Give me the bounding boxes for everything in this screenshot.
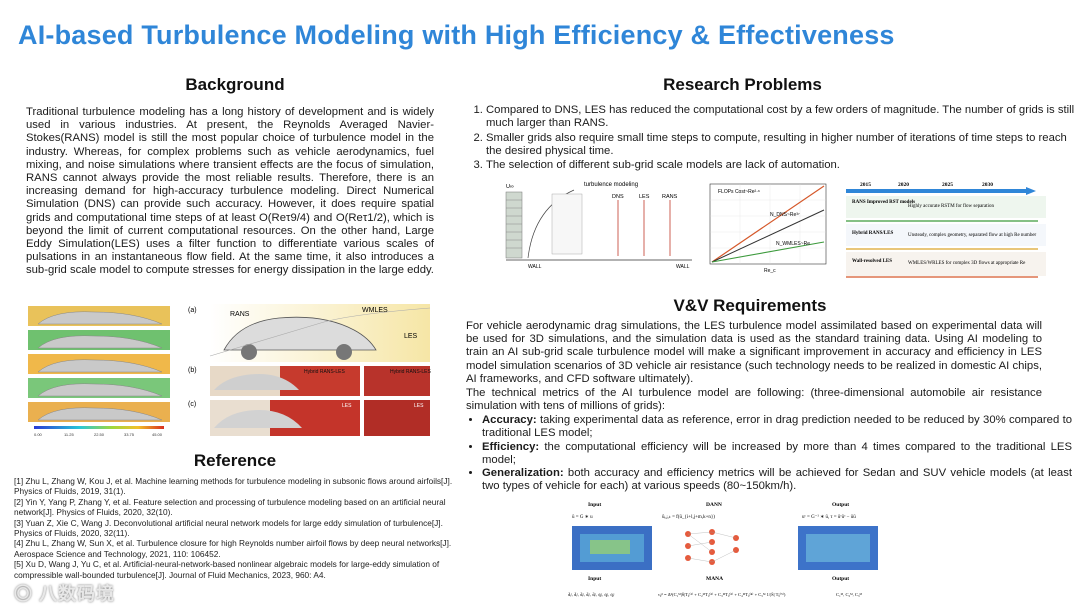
timeline-row-desc: Unsteady, complex geometry, separated fl… <box>908 233 1037 238</box>
year-label: 2015 <box>860 182 871 188</box>
dns-label: DNS <box>612 194 624 200</box>
reference-item: [2] Yin Y, Yang P, Zhang Y, et al. Featu… <box>14 496 446 518</box>
metric-item: Generalization: both accuracy and effici… <box>482 467 1072 494</box>
rans-label: RANS <box>230 311 250 318</box>
panel-c: (c) LES LES <box>188 400 430 436</box>
rans-label: RANS <box>662 194 678 200</box>
year-label: 2020 <box>898 182 909 188</box>
colorbar-tick: 22.50 <box>94 432 105 437</box>
x-axis-label: Re_c <box>764 268 776 274</box>
turbulence-model-timeline: 2015 2020 2025 2030 RANS Improved RST mo… <box>838 178 1060 280</box>
vv-intro-2: The technical metrics of the AI turbulen… <box>466 387 1042 413</box>
colorbar-tick: 45.00 <box>152 432 163 437</box>
vv-heading: V&V Requirements <box>673 296 827 315</box>
wall-left-label: WALL <box>528 264 542 270</box>
cost-growth-chart: FLOPs Cost~Re²·⁶ N_DNS~Re³⁷ N_WMLES~Re R… <box>700 180 830 274</box>
camera-icon: ◎ <box>14 584 33 604</box>
u-infinity-label: U∞ <box>506 184 514 190</box>
panel-a-label: (a) <box>188 307 197 314</box>
hybrid-label-2: Hybrid RANS-LES <box>390 369 432 375</box>
mana-output-equation: C₁ᴹ, C₂ᴹ, C₃ᴹ <box>836 592 863 598</box>
dann-equation: ûᵢ,ⱼ,ₖ = f(ū_{i+l,j+m,k+n}) <box>662 515 715 520</box>
output-label-2: Output <box>832 576 849 582</box>
les-label-c: LES <box>342 403 352 409</box>
reference-item: [3] Yuan Z, Xie C, Wang J. Deconvolution… <box>14 517 443 539</box>
panel-b-label: (b) <box>188 367 197 374</box>
research-item: The selection of different sub-grid scal… <box>486 159 1076 172</box>
n-dns-label: N_DNS~Re³⁷ <box>770 212 800 218</box>
n-wmles-label: N_WMLES~Re <box>776 241 810 247</box>
timeline-row-label: Wall-resolved LES <box>852 259 892 264</box>
input-equation: ū = G ∗ u <box>572 514 593 520</box>
mana-equation: τᵢⱼᵈ = Δ²(C₁ᴹ|S̄|Tᵢⱼ⁽¹⁾ + C₂ᴹTᵢⱼ⁽²⁾ + C₃… <box>658 592 786 597</box>
vv-metrics-list: Accuracy: taking experimental data as re… <box>466 414 1072 494</box>
metric-item: Efficiency: the computational efficiency… <box>482 441 1072 468</box>
logo-watermark: ◎ 八数码境 <box>14 584 116 604</box>
panel-a: (a) RANS WMLES LES <box>188 304 431 362</box>
timeline-row-label: Hybrid RANS/LES <box>852 231 893 236</box>
timeline-row-desc: WMLES/WRLES for complex 3D flows at appr… <box>908 261 1026 266</box>
metric-item: Accuracy: taking experimental data as re… <box>482 414 1072 441</box>
output-equation: uᶜ = G⁻¹ ∗ ū, τ = ūᶜūᶜ − ūū <box>802 514 856 520</box>
neural-network-figure: Input DANN Output ū = G ∗ u ûᵢ,ⱼ,ₖ = f(ū… <box>566 498 914 606</box>
colorbar-tick: 0.00 <box>34 432 43 437</box>
wall-right-label: WALL <box>676 264 690 270</box>
flops-label: FLOPs Cost~Re²·⁶ <box>718 189 760 195</box>
hybrid-label: Hybrid RANS-LES <box>304 369 346 375</box>
dann-label: DANN <box>706 502 722 508</box>
colorbar-tick: 33.75 <box>124 432 135 437</box>
mana-label: MANA <box>706 576 723 582</box>
research-item: Compared to DNS, LES has reduced the com… <box>486 104 1076 131</box>
research-problems-list: Compared to DNS, LES has reduced the com… <box>466 104 1076 173</box>
reference-item: [4] Zhu L, Zhang W, Sun X, et al. Turbul… <box>14 538 452 559</box>
page-title: AI-based Turbulence Modeling with High E… <box>18 20 895 50</box>
colorbar-tick: 11.25 <box>64 432 74 437</box>
year-label: 2030 <box>982 182 993 188</box>
background-text: Traditional turbulence modeling has a lo… <box>26 106 434 277</box>
turbulence-modeling-title: turbulence modeling <box>584 182 638 188</box>
reference-item: [5] Xu D, Wang J, Yu C, et al. Artificia… <box>14 559 440 580</box>
timeline-row-label: RANS Improved RST models <box>852 200 915 205</box>
wmles-label: WMLES <box>362 307 388 314</box>
background-heading: Background <box>185 75 285 94</box>
simulation-strips <box>28 306 170 429</box>
research-item: Smaller grids also require small time st… <box>486 132 1076 159</box>
input-label-2: Input <box>588 576 601 582</box>
year-label: 2025 <box>942 182 953 188</box>
les-label: LES <box>404 333 418 340</box>
panel-c-label: (c) <box>188 401 196 408</box>
timeline-row-desc: Highly accurate RSTM for flow separation <box>908 204 994 209</box>
panel-b: (b) Hybrid RANS-LES Hybrid RANS-LES <box>188 366 432 396</box>
vv-intro: For vehicle aerodynamic drag simulations… <box>466 320 1042 385</box>
les-label: LES <box>639 194 650 200</box>
output-label: Output <box>832 502 849 508</box>
reference-item: [1] Zhu L, Zhang W, Kou J, et al. Machin… <box>14 476 453 497</box>
input-label: Input <box>588 502 601 508</box>
cfd-vehicle-figure: 0.00 11.25 22.50 33.75 45.00 (a) RANS WM… <box>24 300 434 440</box>
reference-list: [1] Zhu L, Zhang W, Kou J, et al. Machin… <box>14 476 454 580</box>
turbulence-modeling-diagram: U∞ turbulence modeling DNS LES RANS WALL… <box>504 178 694 270</box>
mana-input-equation: d̄ᵢʲ, d̄ᵢʲ, d̄ᵢʲ, d̄ᵢʲ, d̄ᵢʲ, q̄ᵢʲ, q̄ᵢʲ… <box>568 592 614 598</box>
reference-heading: Reference <box>193 451 277 470</box>
research-heading: Research Problems <box>663 75 822 94</box>
les-label-b: LES <box>414 403 424 409</box>
